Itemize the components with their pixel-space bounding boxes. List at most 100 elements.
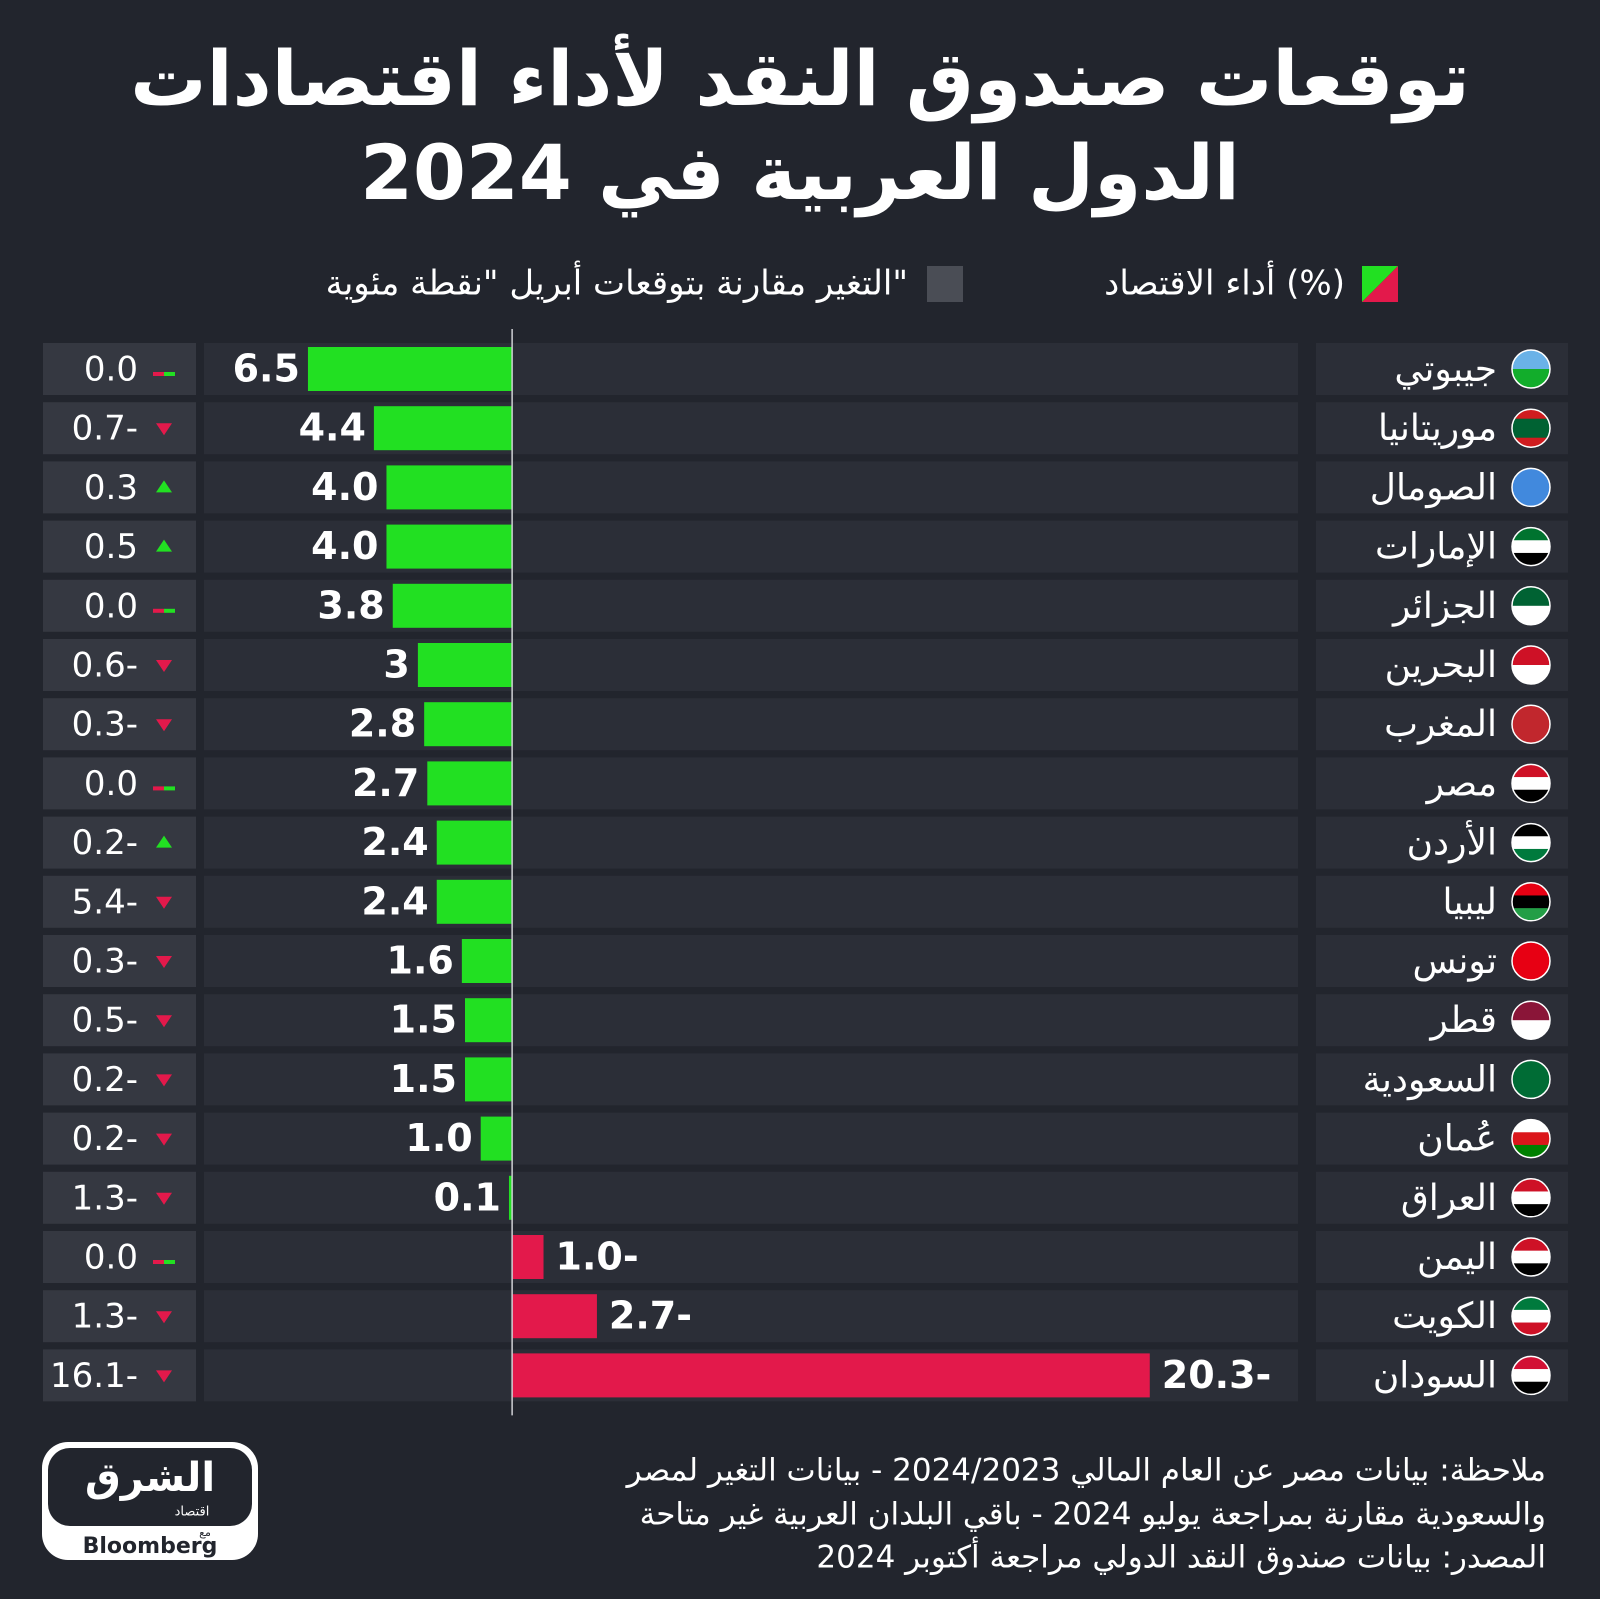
note: المصدر: بيانات صندوق النقد الدولي مراجعة…: [816, 1537, 1546, 1576]
change-arrow: [156, 423, 172, 436]
value-label: 20.3-: [1162, 1353, 1272, 1397]
value-label: 2.4: [361, 879, 428, 923]
flag-border: [1511, 941, 1551, 981]
category-label: ليبيا: [1442, 882, 1497, 923]
category-label: الأردن: [1407, 820, 1497, 864]
bar: [424, 702, 513, 747]
chart-title: توقعات صندوق النقد لأداء اقتصادات: [130, 33, 1470, 124]
value-label: 2.8: [349, 702, 416, 746]
change-box: [43, 343, 196, 395]
flag-stripe: [1512, 1020, 1550, 1040]
category-label: الكويت: [1392, 1296, 1497, 1337]
bar: [386, 465, 513, 510]
change-arrow: [156, 660, 172, 672]
change-label: 0.5: [84, 527, 138, 567]
change-box: [43, 1053, 196, 1106]
category-label: السودان: [1373, 1355, 1497, 1396]
value-label: 1.6: [387, 939, 454, 983]
value-label: 4.0: [311, 524, 378, 568]
flag-stripe: [1512, 1250, 1550, 1264]
flag-border: [1511, 1118, 1551, 1159]
category-label: الجزائر: [1391, 586, 1497, 627]
row-background: [204, 698, 1298, 751]
row-background: [204, 875, 1298, 928]
flag-stripe: [1512, 1309, 1550, 1324]
logo-partner: Bloomberg: [83, 1534, 218, 1559]
flag-stripe: [1512, 665, 1550, 684]
value-label: 2.7: [352, 761, 419, 805]
change-arrow: [156, 896, 172, 909]
value-label: 6.5: [233, 347, 300, 391]
bar: [480, 1116, 513, 1161]
change-arrow: [164, 1260, 175, 1264]
change-label: 0.0: [84, 764, 138, 804]
flag-border: [1511, 1178, 1551, 1218]
flag-stripe: [1512, 586, 1550, 607]
notes: ملاحظة: بيانات مصر عن العام المالي 2024/…: [625, 1453, 1546, 1576]
flag-stripe: [1512, 1132, 1550, 1146]
change-arrow: [156, 1192, 172, 1205]
bar: [386, 524, 513, 569]
bar: [436, 820, 513, 865]
change-box: [43, 816, 196, 869]
flag-stripe: [1512, 369, 1550, 388]
category-label: قطر: [1428, 1000, 1497, 1041]
change-arrow: [164, 608, 175, 613]
bar: [465, 1057, 513, 1102]
category-label: الصومال: [1370, 467, 1497, 508]
row-background: [204, 935, 1298, 987]
row-background: [204, 1290, 1298, 1343]
category-label: تونس: [1412, 941, 1497, 982]
change-label: 1.3-: [72, 1178, 138, 1218]
value-label: 1.0: [405, 1116, 472, 1160]
value-label: 1.0-: [556, 1235, 639, 1279]
logo: الشرق اقتصاد مع Bloomberg: [42, 1442, 258, 1560]
row-background: [204, 1231, 1298, 1283]
row-background: [204, 461, 1298, 514]
change-box: [43, 1112, 196, 1165]
flag-stripe: [1512, 942, 1550, 980]
change-arrow: [156, 1015, 172, 1028]
flag-stripe: [1512, 1191, 1550, 1205]
legend-label: التغير مقارنة بتوقعات أبريل "نقطة مئوية": [326, 261, 908, 304]
rows: جيبوتي 6.5 0.0 موريتانيا 4.4 0.7- الصومال 4.0 0.…: [43, 329, 1568, 1416]
change-arrow: [164, 786, 175, 791]
change-arrow: [153, 1260, 164, 1264]
change-box: [43, 1231, 196, 1283]
value-label: 3.8: [317, 583, 384, 627]
flag-stripe: [1512, 428, 1550, 439]
category-label: السعودية: [1363, 1059, 1497, 1100]
flag-stripe: [1512, 1369, 1550, 1383]
logo-with: مع: [199, 1526, 211, 1539]
change-arrow: [156, 956, 172, 968]
row-background: [204, 994, 1298, 1047]
flag-border: [1511, 1355, 1551, 1396]
flag-border: [1511, 1237, 1551, 1277]
category-label: البحرين: [1385, 645, 1497, 686]
row-background: [204, 816, 1298, 869]
flag-stripe: [1512, 705, 1550, 744]
category-label: جيبوتي: [1394, 349, 1497, 390]
flag-border: [1511, 349, 1551, 389]
value-label: 3: [383, 643, 409, 687]
change-arrow: [156, 480, 172, 493]
flag-stripe: [1512, 646, 1550, 666]
row-background: [204, 520, 1298, 573]
change-label: 0.6-: [72, 646, 138, 686]
change-arrow: [156, 719, 172, 732]
flag-border: [1511, 1000, 1551, 1040]
row-background: [204, 757, 1298, 810]
row-background: [204, 1171, 1298, 1224]
change-label: 5.4-: [72, 882, 138, 922]
change-label: 0.0: [84, 586, 138, 626]
change-label: 0.2-: [72, 1060, 138, 1100]
change-label: 0.7-: [72, 409, 138, 449]
flag-stripe: [1512, 418, 1550, 429]
change-box: [43, 1349, 196, 1402]
change-arrow: [156, 539, 172, 552]
flag-border: [1511, 763, 1551, 804]
change-box: [43, 579, 196, 632]
category-label: مصر: [1425, 763, 1497, 804]
bar: [417, 643, 513, 687]
